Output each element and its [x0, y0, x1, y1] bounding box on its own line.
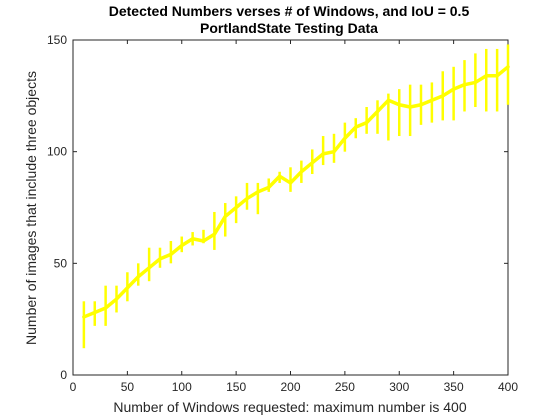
y-tick-label: 150 — [47, 33, 67, 47]
y-tick-label: 50 — [54, 256, 68, 270]
y-axis-label: Number of images that include three obje… — [23, 71, 39, 345]
x-axis-ticks: 0 50 100 150 200 250 300 350 400 — [70, 40, 518, 394]
x-tick-label: 400 — [498, 380, 518, 394]
x-tick-label: 50 — [121, 380, 135, 394]
x-tick-label: 350 — [444, 380, 464, 394]
y-tick-label: 100 — [47, 145, 67, 159]
x-tick-label: 150 — [226, 380, 246, 394]
x-tick-label: 200 — [280, 380, 300, 394]
x-tick-label: 0 — [70, 380, 77, 394]
x-tick-label: 100 — [172, 380, 192, 394]
x-tick-label: 300 — [389, 380, 409, 394]
y-tick-label: 0 — [60, 368, 67, 382]
chart-title: Detected Numbers verses # of Windows, an… — [109, 3, 470, 19]
plot-area — [72, 39, 509, 376]
x-axis-label: Number of Windows requested: maximum num… — [113, 399, 466, 415]
x-tick-label: 250 — [335, 380, 355, 394]
chart-subtitle: PortlandState Testing Data — [200, 20, 378, 36]
series-line — [82, 65, 510, 319]
y-axis-ticks: 0 50 100 150 — [47, 33, 508, 382]
